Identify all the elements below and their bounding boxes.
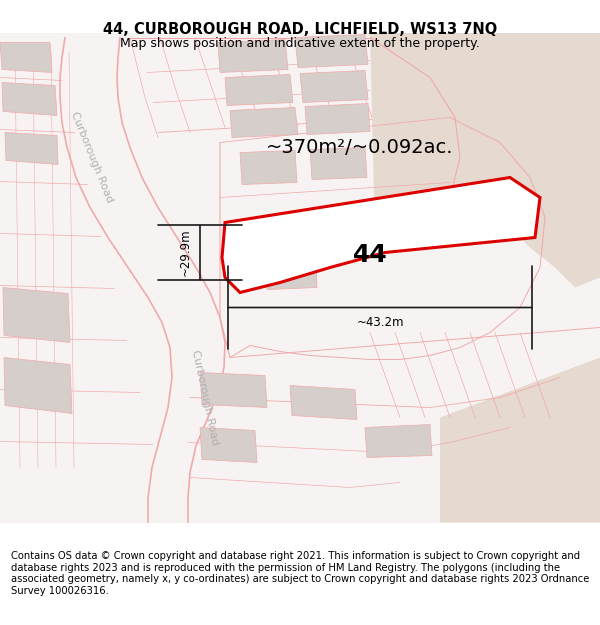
Text: ~43.2m: ~43.2m [356,316,404,329]
Polygon shape [5,132,58,164]
Text: Contains OS data © Crown copyright and database right 2021. This information is : Contains OS data © Crown copyright and d… [11,551,589,596]
Text: ~29.9m: ~29.9m [179,229,192,276]
Polygon shape [0,32,600,522]
Text: Curborough Road: Curborough Road [190,349,220,446]
Polygon shape [265,246,317,289]
Polygon shape [240,151,297,184]
Polygon shape [222,177,540,292]
Text: 44, CURBOROUGH ROAD, LICHFIELD, WS13 7NQ: 44, CURBOROUGH ROAD, LICHFIELD, WS13 7NQ [103,22,497,37]
Polygon shape [3,288,70,342]
Polygon shape [2,82,57,116]
Polygon shape [310,148,367,179]
Polygon shape [200,372,267,408]
Polygon shape [0,42,52,72]
Polygon shape [295,34,368,68]
Polygon shape [300,71,368,102]
Polygon shape [230,107,298,138]
Polygon shape [370,32,600,288]
Text: Curborough Road: Curborough Road [69,111,115,204]
Polygon shape [218,39,288,72]
Text: ~370m²/~0.092ac.: ~370m²/~0.092ac. [266,138,454,157]
Polygon shape [225,74,293,106]
Polygon shape [440,357,600,522]
Polygon shape [305,104,370,134]
Polygon shape [365,424,432,458]
Polygon shape [200,428,257,462]
Polygon shape [4,357,72,414]
Text: Map shows position and indicative extent of the property.: Map shows position and indicative extent… [120,38,480,51]
Polygon shape [290,386,357,419]
Text: 44: 44 [353,244,388,268]
